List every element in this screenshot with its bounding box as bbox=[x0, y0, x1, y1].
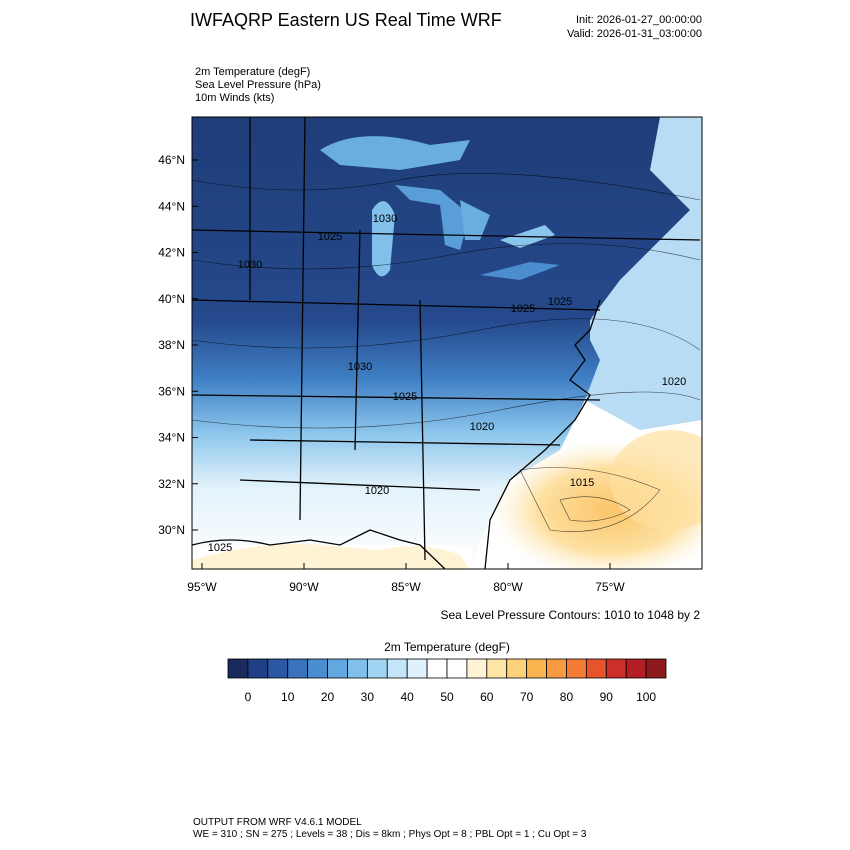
colorbar-tick-label: 30 bbox=[361, 690, 375, 704]
colorbar-box bbox=[605, 658, 627, 679]
colorbar-box bbox=[247, 658, 269, 679]
field-label: 2m Temperature (degF) bbox=[195, 66, 310, 78]
contour-label: 1020 bbox=[365, 485, 389, 497]
colorbar-tick-label: 70 bbox=[520, 690, 534, 704]
map-frame bbox=[191, 116, 703, 570]
contour-note: Sea Level Pressure Contours: 1010 to 104… bbox=[441, 608, 701, 622]
lat-label: 34°N bbox=[158, 431, 185, 445]
colorbar-tick-label: 80 bbox=[560, 690, 574, 704]
map-field bbox=[192, 117, 702, 569]
colorbar-box bbox=[406, 658, 428, 679]
contour-label: 1025 bbox=[393, 391, 417, 403]
colorbar-box bbox=[506, 658, 528, 679]
lat-label: 40°N bbox=[158, 292, 185, 306]
colorbar: 0 10 20 30 40 50 60 70 80 90 100 bbox=[227, 658, 667, 704]
lon-label: 85°W bbox=[391, 580, 421, 594]
lat-label: 46°N bbox=[158, 153, 185, 167]
colorbar-tick-label: 40 bbox=[401, 690, 415, 704]
colorbar-tick-label: 10 bbox=[281, 690, 295, 704]
lon-label: 80°W bbox=[493, 580, 523, 594]
contour-label: 1030 bbox=[238, 259, 262, 271]
init-time: Init: 2026-01-27_00:00:00 bbox=[576, 14, 702, 26]
lat-label: 38°N bbox=[158, 338, 185, 352]
colorbar-box bbox=[546, 658, 567, 679]
colorbar-title: 2m Temperature (degF) bbox=[384, 640, 510, 654]
colorbar-box bbox=[327, 658, 348, 679]
footer-line: WE = 310 ; SN = 275 ; Levels = 38 ; Dis … bbox=[193, 829, 587, 840]
footer-line: OUTPUT FROM WRF V4.6.1 MODEL bbox=[193, 817, 362, 828]
lon-label: 75°W bbox=[595, 580, 625, 594]
colorbar-box bbox=[585, 658, 607, 679]
colorbar-tick-label: 0 bbox=[245, 690, 252, 704]
colorbar-box bbox=[227, 658, 249, 679]
colorbar-box bbox=[386, 658, 408, 679]
colorbar-box bbox=[566, 658, 587, 679]
contour-label: 1025 bbox=[208, 542, 232, 554]
colorbar-box bbox=[366, 658, 388, 679]
contour-label: 1020 bbox=[470, 421, 494, 433]
lat-label: 30°N bbox=[158, 523, 185, 537]
lon-label: 95°W bbox=[187, 580, 217, 594]
colorbar-tick-label: 60 bbox=[480, 690, 494, 704]
lat-labels: 46°N 44°N 42°N 40°N 38°N 36°N 34°N 32°N 30°N bbox=[158, 153, 198, 537]
colorbar-box bbox=[267, 658, 289, 679]
colorbar-box bbox=[426, 658, 448, 679]
contour-labels: 1030 1025 1030 1025 1025 1030 1025 1020 1020 1015… bbox=[208, 213, 686, 554]
colorbar-box bbox=[625, 658, 647, 679]
colorbar-box bbox=[466, 658, 488, 679]
colorbar-box bbox=[526, 658, 547, 679]
colorbar-tick-label: 90 bbox=[600, 690, 614, 704]
title: IWFAQRP Eastern US Real Time WRF bbox=[190, 10, 502, 30]
contour-label: 1030 bbox=[373, 213, 397, 225]
colorbar-tick-label: 100 bbox=[636, 690, 656, 704]
lon-labels: 95°W 90°W 85°W 80°W 75°W bbox=[187, 563, 625, 594]
colorbar-box bbox=[486, 658, 508, 679]
contour-label: 1025 bbox=[511, 303, 535, 315]
colorbar-tick-label: 50 bbox=[440, 690, 454, 704]
field-label: 10m Winds (kts) bbox=[195, 92, 274, 104]
contour-label: 1015 bbox=[570, 477, 594, 489]
field-label: Sea Level Pressure (hPa) bbox=[195, 79, 321, 91]
contour-label: 1020 bbox=[662, 376, 686, 388]
colorbar-tick-label: 20 bbox=[321, 690, 335, 704]
colorbar-box bbox=[347, 658, 368, 679]
colorbar-box bbox=[645, 658, 667, 679]
lat-label: 32°N bbox=[158, 477, 185, 491]
colorbar-box bbox=[446, 658, 468, 679]
colorbar-box bbox=[287, 658, 309, 679]
contour-label: 1025 bbox=[548, 296, 572, 308]
contour-label: 1025 bbox=[318, 231, 342, 243]
lon-label: 90°W bbox=[289, 580, 319, 594]
valid-time: Valid: 2026-01-31_03:00:00 bbox=[567, 28, 702, 40]
contour-label: 1030 bbox=[348, 361, 372, 373]
lat-label: 44°N bbox=[158, 199, 185, 213]
lat-label: 42°N bbox=[158, 246, 185, 260]
colorbar-box bbox=[307, 658, 328, 679]
lat-label: 36°N bbox=[158, 384, 185, 398]
